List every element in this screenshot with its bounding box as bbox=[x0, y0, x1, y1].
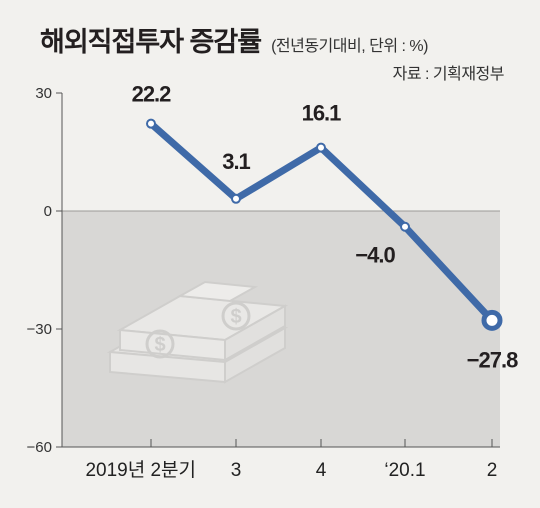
x-tick-label: 2 bbox=[487, 460, 498, 481]
data-point bbox=[146, 118, 156, 129]
data-label: −4.0 bbox=[355, 243, 395, 268]
chart-subtitle: (전년동기대비, 단위 : %) bbox=[271, 38, 428, 55]
chart-title: 해외직접투자 증감률 bbox=[40, 27, 262, 57]
y-tick-label: 30 bbox=[35, 85, 52, 102]
title-row: 해외직접투자 증감률 (전년동기대비, 단위 : %) bbox=[40, 20, 428, 59]
y-tick-label: 0 bbox=[44, 203, 52, 220]
chart-source: 자료 : 기획재정부 bbox=[392, 66, 505, 83]
x-tick-label: 4 bbox=[316, 460, 327, 481]
y-tick-label: −60 bbox=[27, 439, 52, 456]
data-label: −27.8 bbox=[467, 347, 518, 372]
data-label: 16.1 bbox=[302, 101, 342, 126]
money-stack-icon: $ $ bbox=[106, 280, 289, 384]
data-point bbox=[400, 221, 410, 232]
svg-text:$: $ bbox=[230, 306, 241, 328]
data-label: 22.2 bbox=[132, 82, 172, 107]
x-tick-label: 3 bbox=[231, 460, 242, 481]
data-point bbox=[231, 193, 241, 204]
x-tick-label: ‘20.1 bbox=[384, 460, 425, 481]
svg-text:$: $ bbox=[154, 334, 165, 356]
y-tick-label: −30 bbox=[27, 321, 52, 338]
data-label: 3.1 bbox=[222, 149, 250, 174]
data-point bbox=[481, 309, 503, 331]
x-tick-label: 2019년 2분기 bbox=[85, 459, 196, 481]
data-point bbox=[316, 142, 326, 153]
